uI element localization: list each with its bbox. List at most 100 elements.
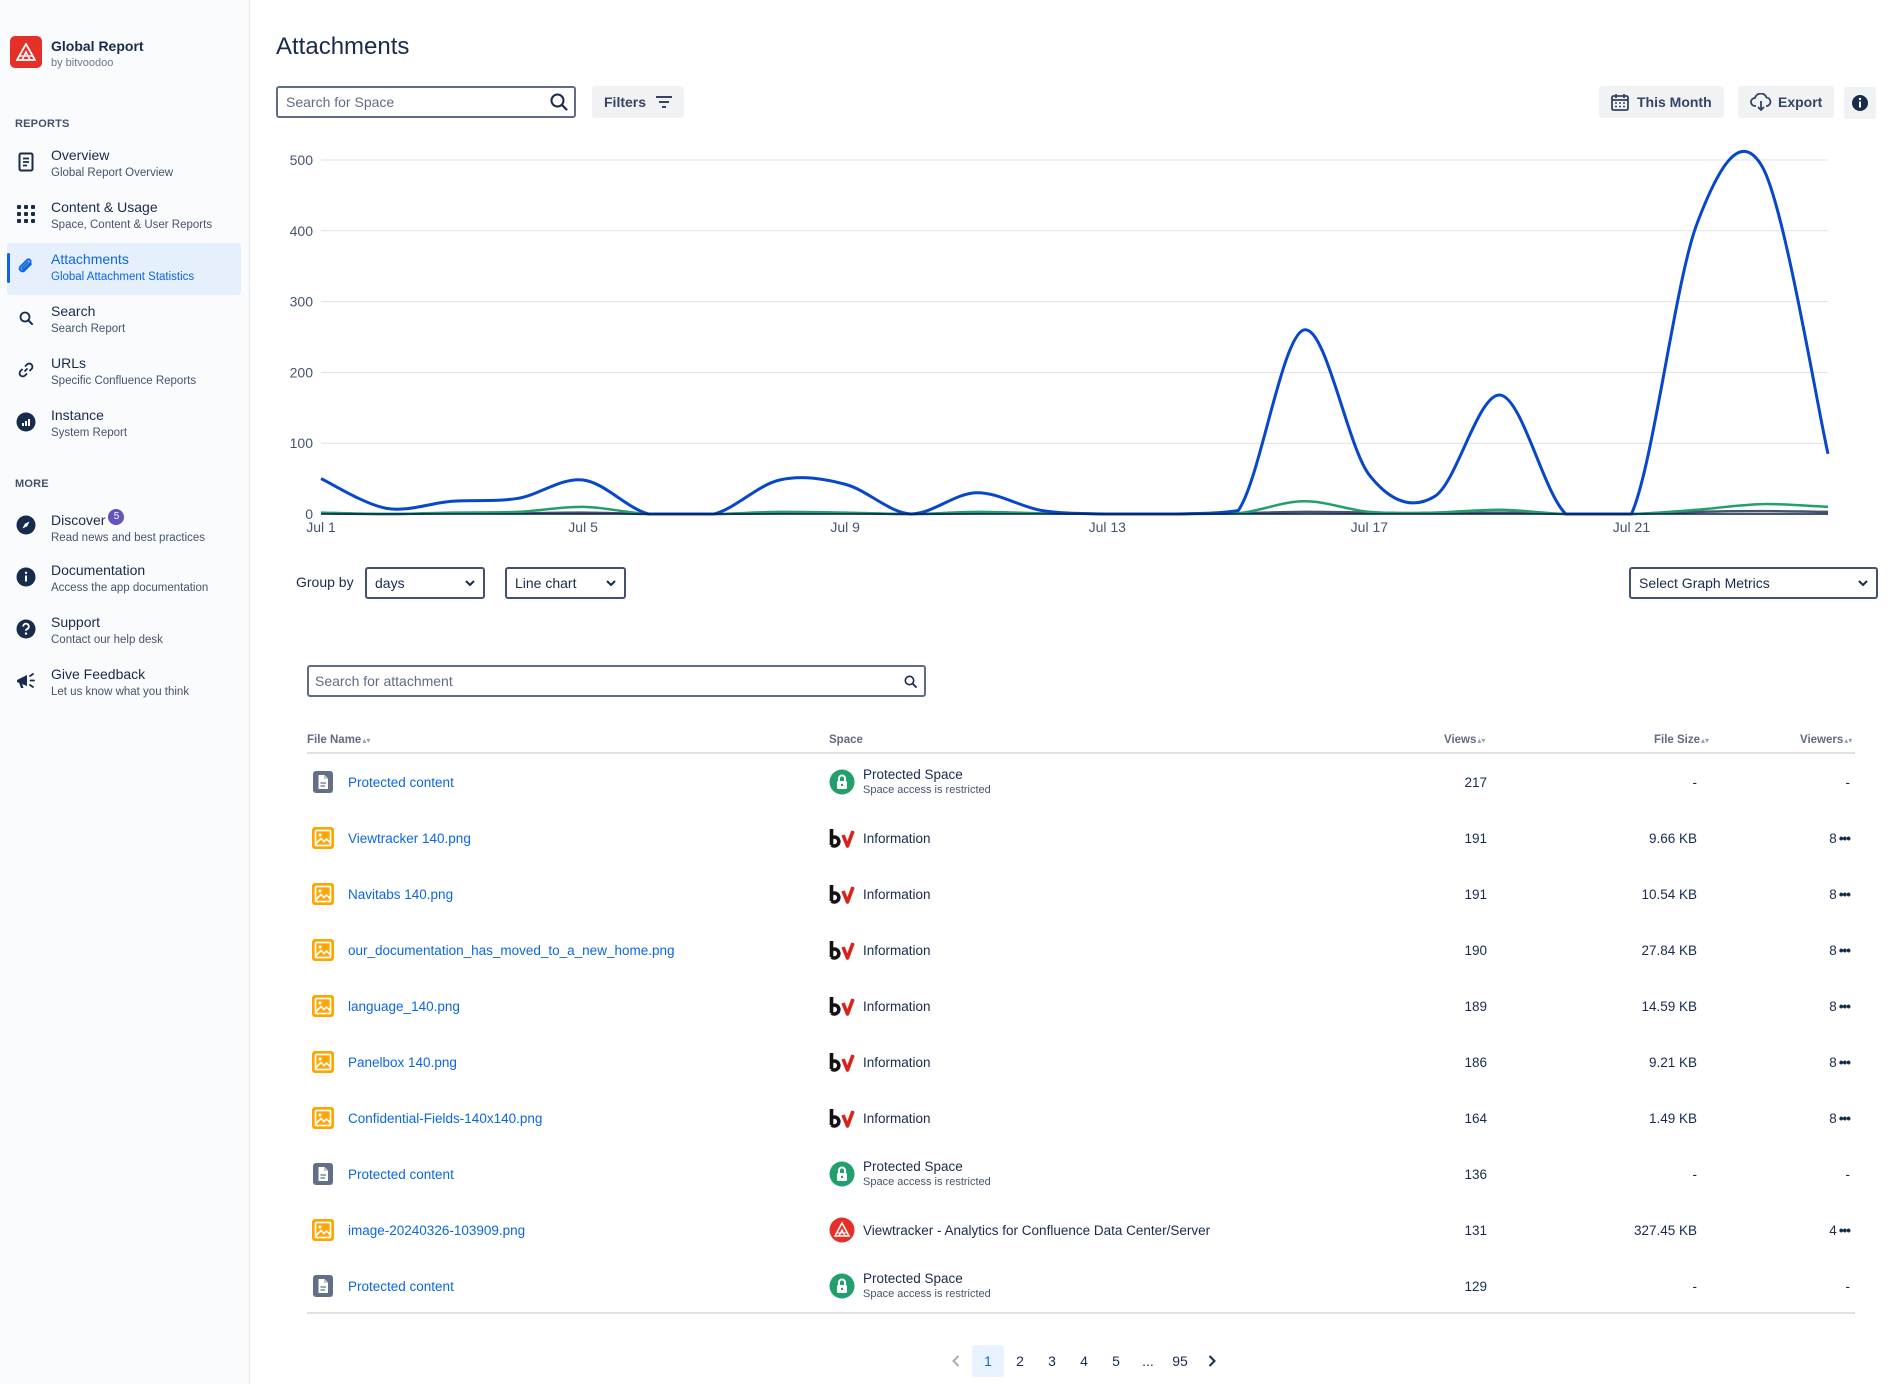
- image-file-icon: [311, 1106, 335, 1130]
- info-button[interactable]: [1844, 87, 1876, 119]
- space-name[interactable]: Protected Space: [863, 1159, 963, 1174]
- sidebar-item-title: Support: [51, 614, 101, 630]
- table-row[interactable]: Protected content Protected Space Space ac…: [307, 754, 1855, 810]
- more-viewers-button[interactable]: •••: [1838, 998, 1851, 1014]
- views-cell: 131: [1407, 1202, 1487, 1258]
- page-button[interactable]: 4: [1080, 1353, 1088, 1369]
- column-views[interactable]: Views▴▾: [1444, 734, 1485, 746]
- more-viewers-button[interactable]: •••: [1838, 942, 1851, 958]
- space-search-input[interactable]: [286, 94, 544, 110]
- group-by-value: days: [375, 575, 405, 591]
- space-name[interactable]: Protected Space: [863, 767, 963, 782]
- space-cell: Information: [829, 1034, 931, 1090]
- sidebar-item-overview[interactable]: Overview Global Report Overview: [7, 139, 241, 191]
- space-name[interactable]: Information: [863, 942, 931, 958]
- more-viewers-button[interactable]: •••: [1838, 830, 1851, 846]
- more-viewers-button[interactable]: •••: [1838, 1054, 1851, 1070]
- x-tick-label: Jul 17: [1351, 519, 1389, 535]
- viewers-cell: 8 •••: [1747, 978, 1851, 1034]
- image-file-icon: [311, 1050, 335, 1074]
- image-file-icon: [311, 994, 335, 1018]
- space-name[interactable]: Information: [863, 1054, 931, 1070]
- group-by-select[interactable]: days: [365, 567, 485, 599]
- page-button[interactable]: 1: [972, 1345, 1004, 1377]
- graph-metrics-select[interactable]: Select Graph Metrics: [1629, 567, 1878, 599]
- table-row[interactable]: Protected content Protected Space Space ac…: [307, 1258, 1855, 1314]
- next-page-button[interactable]: [1196, 1345, 1228, 1377]
- column-file-size-label: File Size: [1654, 734, 1701, 746]
- page-button[interactable]: 5: [1112, 1353, 1120, 1369]
- filters-button[interactable]: Filters: [592, 86, 685, 118]
- file-name-link[interactable]: language_140.png: [348, 998, 460, 1014]
- file-name-link[interactable]: Protected content: [348, 1278, 454, 1294]
- attachment-search-input[interactable]: [315, 673, 896, 689]
- prev-page-button[interactable]: [940, 1345, 972, 1377]
- space-name[interactable]: Information: [863, 1110, 931, 1126]
- image-file-icon: [311, 1218, 335, 1242]
- space-name[interactable]: Viewtracker - Analytics for Confluence D…: [863, 1222, 1211, 1238]
- viewers-count: 8: [1829, 998, 1837, 1014]
- file-name-link[interactable]: Protected content: [348, 774, 454, 790]
- info-icon: [1852, 95, 1868, 111]
- viewers-count: 8: [1829, 886, 1837, 902]
- page-button[interactable]: 2: [1016, 1353, 1024, 1369]
- more-viewers-button[interactable]: •••: [1838, 1222, 1851, 1238]
- table-row[interactable]: Protected content Protected Space Space ac…: [307, 1146, 1855, 1202]
- export-button[interactable]: Export: [1738, 86, 1835, 118]
- table-row[interactable]: Confidential-Fields-140x140.png Informati…: [307, 1090, 1855, 1146]
- file-name-link[interactable]: Panelbox 140.png: [348, 1054, 457, 1070]
- file-name-link[interactable]: Navitabs 140.png: [348, 886, 454, 902]
- table-row[interactable]: image-20240326-103909.png Viewtracker - A…: [307, 1202, 1855, 1258]
- question-icon: [15, 618, 37, 640]
- file-name-link[interactable]: our_documentation_has_moved_to_a_new_hom…: [348, 942, 675, 958]
- views-cell: 164: [1407, 1090, 1487, 1146]
- sidebar-item-attachments[interactable]: Attachments Global Attachment Statistics: [7, 243, 241, 295]
- attachment-search[interactable]: [307, 665, 926, 697]
- views-count: 190: [1464, 942, 1487, 958]
- sidebar-item-search[interactable]: Search Search Report: [7, 295, 241, 347]
- table-row[interactable]: language_140.png Information 189 14.59 KB 8 •…: [307, 978, 1855, 1034]
- sidebar-item-documentation[interactable]: Documentation Access the app documentatio…: [7, 554, 241, 606]
- space-search[interactable]: [276, 86, 576, 118]
- table-row[interactable]: Navitabs 140.png Information 191 10.54 KB 8 •…: [307, 866, 1855, 922]
- more-viewers-button[interactable]: •••: [1838, 1110, 1851, 1126]
- column-file-size[interactable]: File Size▴▾: [1654, 734, 1709, 746]
- column-file-name[interactable]: File Name▴▾: [307, 734, 370, 746]
- space-subtitle: Space access is restricted: [863, 784, 991, 796]
- table-row[interactable]: Viewtracker 140.png Information 191 9.66 KB…: [307, 810, 1855, 866]
- search-icon[interactable]: [544, 93, 574, 111]
- space-name[interactable]: Protected Space: [863, 1271, 963, 1286]
- y-tick-label: 100: [290, 435, 314, 451]
- file-name-link[interactable]: Viewtracker 140.png: [348, 830, 471, 846]
- page-button[interactable]: 3: [1048, 1353, 1056, 1369]
- file-size: -: [1692, 1166, 1698, 1182]
- chart-circle-icon: [15, 411, 37, 433]
- chart-type-select[interactable]: Line chart: [505, 567, 626, 599]
- file-name-link[interactable]: Confidential-Fields-140x140.png: [348, 1110, 543, 1126]
- brand[interactable]: Global Report by bitvoodoo: [10, 36, 144, 71]
- page-button[interactable]: 95: [1172, 1353, 1188, 1369]
- file-size: 10.54 KB: [1641, 886, 1697, 902]
- sidebar-item-instance[interactable]: Instance System Report: [7, 399, 241, 451]
- column-viewers[interactable]: Viewers▴▾: [1800, 734, 1852, 746]
- more-viewers-button[interactable]: •••: [1838, 886, 1851, 902]
- sidebar-item-support[interactable]: Support Contact our help desk: [7, 606, 241, 658]
- space-name[interactable]: Information: [863, 886, 931, 902]
- views-cell: 186: [1407, 1034, 1487, 1090]
- file-size: -: [1692, 1278, 1698, 1294]
- file-name-link[interactable]: image-20240326-103909.png: [348, 1222, 526, 1238]
- table-row[interactable]: Panelbox 140.png Information 186 9.21 KB 8 ••…: [307, 1034, 1855, 1090]
- space-name[interactable]: Information: [863, 998, 931, 1014]
- table-row[interactable]: our_documentation_has_moved_to_a_new_hom…: [307, 922, 1855, 978]
- space-name[interactable]: Information: [863, 830, 931, 846]
- search-icon[interactable]: [896, 675, 924, 688]
- bitvoodoo-logo-icon: [829, 1049, 855, 1075]
- sidebar-item-content-usage[interactable]: Content & Usage Space, Content & User Rep…: [7, 191, 241, 243]
- file-name-link[interactable]: Protected content: [348, 1166, 454, 1182]
- date-range-button[interactable]: This Month: [1599, 86, 1724, 118]
- viewers-count: -: [1845, 774, 1851, 790]
- file-size-cell: 14.59 KB: [1577, 978, 1697, 1034]
- sidebar-item-give-feedback[interactable]: Give Feedback Let us know what you think: [7, 658, 241, 710]
- sidebar-item-discover[interactable]: Discover 5 Read news and best practices: [7, 502, 241, 554]
- sidebar-item-urls[interactable]: URLs Specific Confluence Reports: [7, 347, 241, 399]
